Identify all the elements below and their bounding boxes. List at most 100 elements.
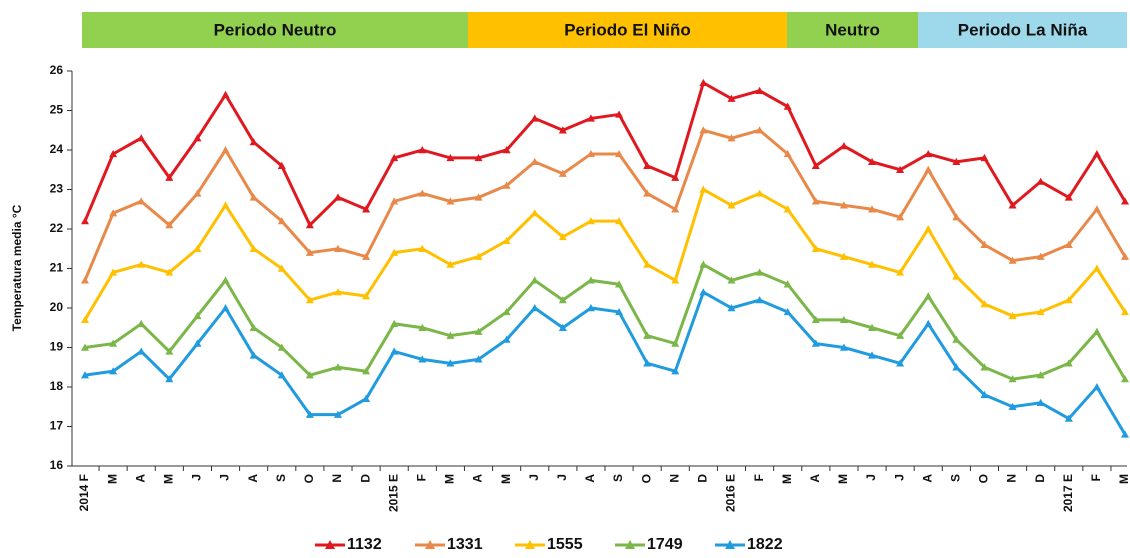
point-marker <box>305 248 314 256</box>
point-marker <box>221 304 230 312</box>
point-marker <box>896 165 905 173</box>
y-tick-label: 25 <box>50 103 64 117</box>
point-marker <box>333 410 342 418</box>
point-marker <box>783 307 792 316</box>
legend-marker <box>725 540 735 549</box>
point-marker <box>137 347 146 355</box>
x-tick-label: N <box>667 474 681 483</box>
point-marker <box>1008 256 1017 264</box>
point-marker <box>671 339 680 347</box>
point-marker <box>839 201 848 209</box>
point-marker <box>952 157 961 166</box>
point-marker <box>896 213 905 221</box>
point-marker <box>109 367 118 375</box>
x-tick-label: A <box>920 474 934 483</box>
point-marker <box>137 260 146 268</box>
y-tick-label: 20 <box>50 300 64 314</box>
period-label: Periodo El Niño <box>564 20 691 39</box>
point-marker <box>1064 296 1073 304</box>
point-marker <box>249 323 258 331</box>
point-marker <box>1121 375 1129 383</box>
point-marker <box>586 149 595 158</box>
point-marker <box>502 335 511 343</box>
point-marker <box>868 323 877 331</box>
x-tick-label: F <box>414 474 428 481</box>
point-marker <box>586 217 595 225</box>
point-marker <box>896 359 905 367</box>
point-marker <box>474 355 483 363</box>
point-marker <box>1121 307 1129 316</box>
point-marker <box>952 213 961 221</box>
point-marker <box>643 189 652 197</box>
x-tick-label: D <box>358 474 372 483</box>
x-tick-label: J <box>555 474 569 481</box>
point-marker <box>839 252 848 260</box>
point-marker <box>277 217 286 225</box>
point-marker <box>333 193 342 201</box>
point-marker <box>671 367 680 375</box>
point-marker <box>980 153 989 162</box>
point-marker <box>362 252 371 260</box>
x-tick-label: M <box>499 474 513 484</box>
point-marker <box>924 225 933 233</box>
point-marker <box>362 292 371 300</box>
legend-label: 1132 <box>347 536 382 553</box>
point-marker <box>558 126 567 134</box>
series-line <box>83 128 1127 281</box>
point-marker <box>586 114 595 122</box>
x-tick-label: 2016 E <box>724 474 738 512</box>
point-marker <box>924 165 933 173</box>
point-marker <box>783 102 792 110</box>
point-marker <box>980 240 989 248</box>
period-band <box>787 12 918 48</box>
point-marker <box>1092 149 1101 158</box>
point-marker <box>165 347 174 355</box>
y-tick-label: 17 <box>50 419 64 433</box>
y-tick-label: 16 <box>50 458 64 472</box>
series-line <box>83 187 1127 321</box>
point-marker <box>1036 252 1045 260</box>
point-marker <box>193 339 202 347</box>
point-marker <box>671 173 680 181</box>
x-tick-label: A <box>471 474 485 483</box>
legend-label: 1555 <box>547 536 583 553</box>
period-band <box>82 12 468 48</box>
point-marker <box>305 410 314 418</box>
point-marker <box>980 300 989 308</box>
point-marker <box>1008 201 1017 209</box>
point-marker <box>1036 398 1045 406</box>
point-marker <box>1064 240 1073 248</box>
point-marker <box>474 327 483 335</box>
point-marker <box>193 311 202 320</box>
point-marker <box>81 217 89 225</box>
point-marker <box>530 276 539 284</box>
point-marker <box>418 146 427 154</box>
point-marker <box>305 221 314 229</box>
point-marker <box>558 296 567 304</box>
point-marker <box>418 323 427 331</box>
point-marker <box>81 276 89 284</box>
point-marker <box>952 363 961 371</box>
point-marker <box>783 280 792 288</box>
point-marker <box>81 371 89 379</box>
point-marker <box>558 169 567 177</box>
point-marker <box>868 205 877 213</box>
series-line <box>84 262 1127 381</box>
y-axis-label: Temperatura media °C <box>10 204 24 331</box>
point-marker <box>1036 177 1045 185</box>
point-marker <box>924 319 933 327</box>
x-tick-label: O <box>639 474 653 483</box>
point-marker <box>755 296 764 304</box>
period-band <box>918 12 1127 48</box>
y-tick-label: 26 <box>50 63 64 77</box>
point-marker <box>643 260 652 268</box>
x-tick-label: F <box>1089 474 1103 481</box>
point-marker <box>727 304 736 312</box>
period-band <box>468 12 787 48</box>
y-tick-label: 21 <box>50 261 64 275</box>
point-marker <box>586 276 595 284</box>
point-marker <box>980 390 989 399</box>
point-marker <box>474 193 483 201</box>
point-marker <box>137 134 146 142</box>
point-marker <box>249 244 258 252</box>
